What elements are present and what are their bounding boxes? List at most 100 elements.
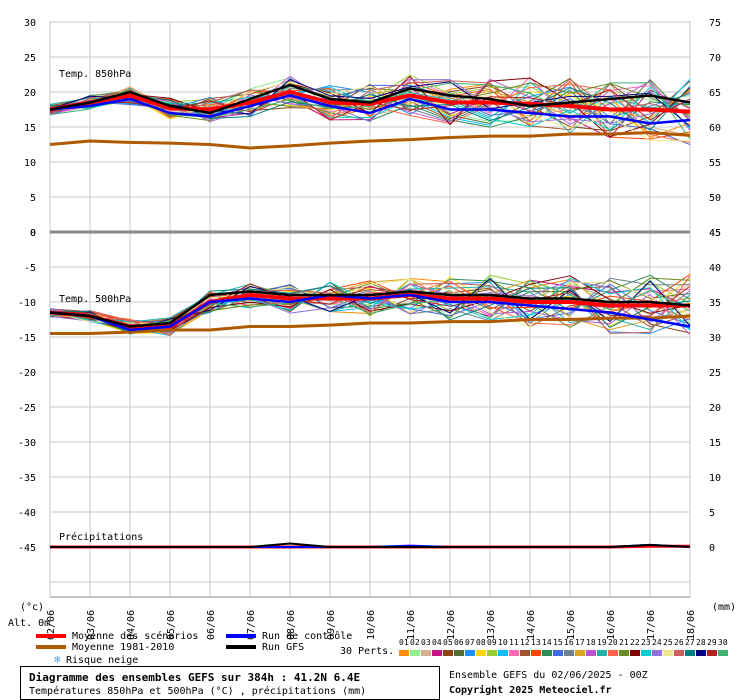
perturbation-swatch [641,650,651,656]
panel-title-precip: Précipitations [59,531,143,543]
perturbation-label: 08 [476,638,486,647]
x-tick-label: 15/06 [566,610,577,640]
footer-box: Diagramme des ensembles GEFS sur 384h : … [20,666,440,700]
snowflake-icon: ❄ [54,653,61,666]
x-tick-label: 14/06 [526,610,537,640]
y-tick-label-left: 15 [24,123,36,134]
legend-clim: Moyenne 1981-2010 [36,642,174,653]
legend-control-label: Run de contrôle [262,631,353,642]
perturbation-swatch [619,650,629,656]
perturbation-swatch [432,650,442,656]
x-tick-label: 03/06 [86,610,97,640]
perturbation-label: 27 [685,638,695,647]
x-tick-label: 04/06 [126,610,137,640]
perturbation-label: 07 [465,638,475,647]
perturbation-label: 28 [696,638,706,647]
panel-title-850: Temp. 850hPa [59,69,131,80]
perturbation-swatch [630,650,640,656]
ensemble-member-line [49,85,691,131]
y-tick-label-right: 5 [709,508,715,519]
perturbation-swatch [487,650,497,656]
y-tick-label-right: 20 [709,403,721,414]
y-tick-label-left: -20 [18,368,36,379]
y-tick-label-right: 25 [709,368,721,379]
y-tick-label-right: 70 [709,53,721,64]
perturbation-swatch [410,650,420,656]
perturbation-label: 26 [674,638,684,647]
perturbation-label: 05 [443,638,453,647]
y-tick-label-left: 30 [24,18,36,29]
perturbation-swatch [476,650,486,656]
y-tick-label-left: -25 [18,403,36,414]
perturbation-label: 30 [718,638,728,647]
precip-series-line [50,542,691,548]
perturbation-label: 23 [641,638,651,647]
perturbation-swatch [608,650,618,656]
legend-gfs: Run GFS [226,642,304,653]
y-tick-label-right: 0 [709,543,715,554]
copyright: Copyright 2025 Meteociel.fr [449,685,612,696]
perturbation-label: 11 [509,638,519,647]
perturbation-label: 06 [454,638,464,647]
y-tick-label-left: -45 [18,543,36,554]
series-line [49,90,691,114]
legend-swatch-mean [36,634,66,638]
y-tick-label-left: -10 [18,298,36,309]
series-line [49,131,691,150]
x-tick-label: 07/06 [246,610,257,640]
x-tick-label: 13/06 [486,610,497,640]
perturbation-label: 14 [542,638,552,647]
footer-title: Diagramme des ensembles GEFS sur 384h : … [29,671,361,684]
perturbation-swatch [520,650,530,656]
perturbation-swatch [454,650,464,656]
series-line [49,293,691,332]
y-tick-label-right: 50 [709,193,721,204]
y-tick-label-right: 40 [709,263,721,274]
legend-control: Run de contrôle [226,631,352,642]
x-tick-label: 18/06 [686,610,697,640]
legend-gfs-label: Run GFS [262,642,305,653]
right-unit-label: (mm) [712,602,736,613]
x-tick-label: 08/06 [286,610,297,640]
x-tick-label: 16/06 [606,610,617,640]
axis-labels: 30252015105075706560555045-5-10-15-20-25… [18,18,721,640]
run-info: Ensemble GEFS du 02/06/2025 - 00Z [449,670,648,681]
perturbation-label: 01 [399,638,409,647]
y-tick-label-left: 20 [24,88,36,99]
x-tick-label: 02/06 [46,610,57,640]
y-tick-label-right: 45 [709,228,721,239]
perturbation-label: 13 [531,638,541,647]
y-tick-label-right: 60 [709,123,721,134]
perturbation-swatch [443,650,453,656]
legend-mean-label: Moyenne des scénarios [72,631,199,642]
perturbation-swatch [652,650,662,656]
perturbation-swatch [685,650,695,656]
series-line [49,290,691,328]
perturbation-label: 02 [410,638,420,647]
perturbation-swatch [575,650,585,656]
legend-perts: 30 Perts. [340,646,395,657]
x-tick-label: 17/06 [646,610,657,640]
perturbation-swatch [696,650,706,656]
series-line [49,94,691,125]
perturbation-label: 03 [421,638,431,647]
legend-mean: Moyenne des scénarios [36,631,198,642]
perturbation-label: 10 [498,638,508,647]
perturbation-label: 25 [663,638,673,647]
series-line [49,83,691,115]
x-tick-label: 12/06 [446,610,457,640]
legend-swatch-clim [36,645,66,649]
perturbation-label: 20 [608,638,618,647]
perturbation-label: 29 [707,638,717,647]
left-unit-label: (°c) [20,602,44,613]
perturbation-label: 09 [487,638,497,647]
perturbation-swatch [509,650,519,656]
y-tick-label-right: 10 [709,473,721,484]
y-tick-label-right: 15 [709,438,721,449]
y-tick-label-left: -30 [18,438,36,449]
y-tick-label-left: -5 [24,263,36,274]
y-tick-label-right: 30 [709,333,721,344]
y-tick-label-left: 0 [30,228,36,239]
perturbation-swatch [597,650,607,656]
